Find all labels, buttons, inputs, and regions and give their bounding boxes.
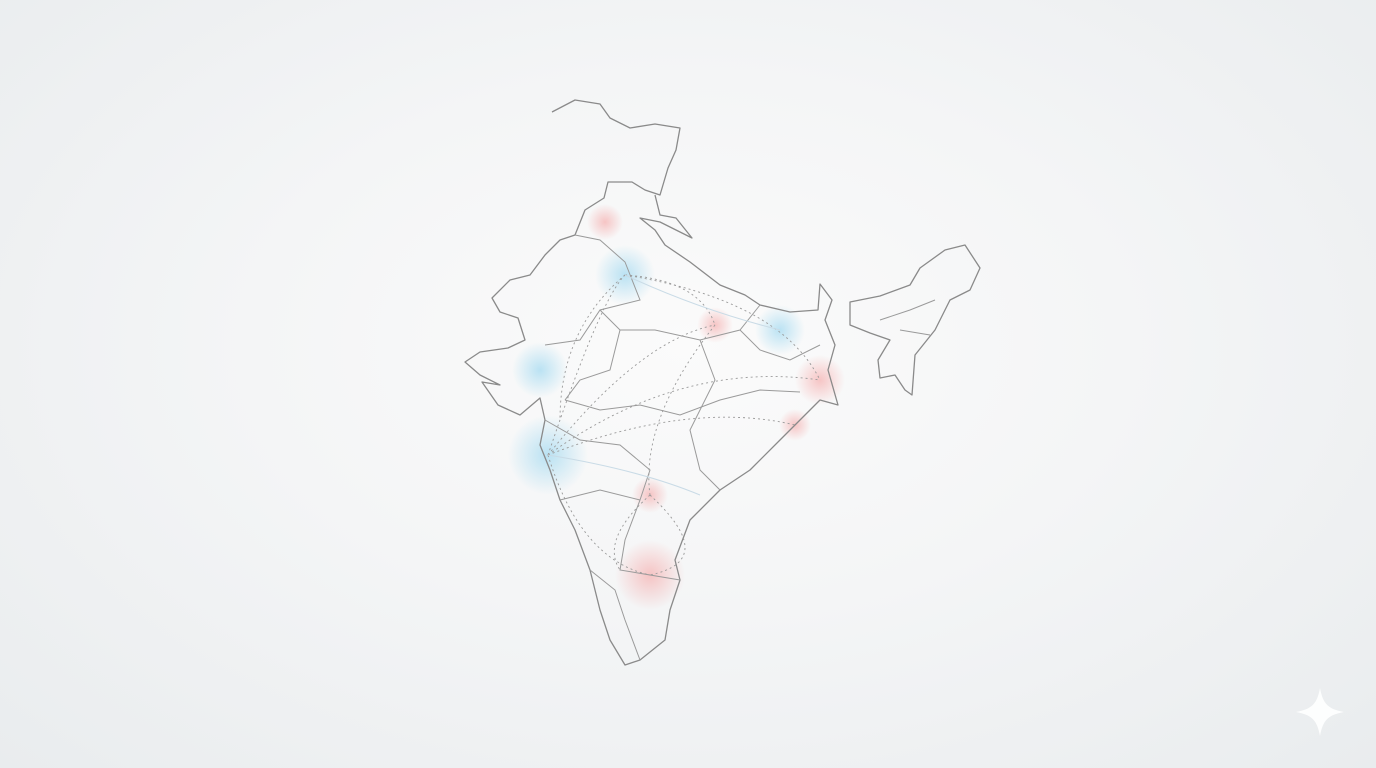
northeast-outline: [849, 244, 981, 396]
glow-markers: [508, 204, 845, 610]
state-borders: [544, 234, 936, 661]
glow-punjab: [587, 204, 623, 240]
sparkle-icon: [1296, 688, 1344, 736]
glow-west: [512, 342, 568, 398]
connection-arcs: [547, 274, 821, 576]
glow-kolkata: [795, 355, 845, 405]
